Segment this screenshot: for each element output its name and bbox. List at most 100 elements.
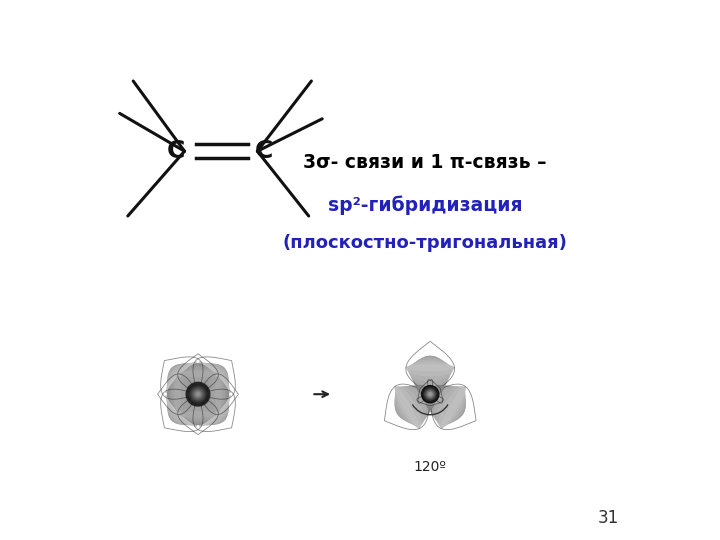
Ellipse shape (186, 390, 202, 398)
Ellipse shape (187, 390, 202, 406)
Ellipse shape (191, 387, 217, 413)
Ellipse shape (167, 363, 197, 394)
Ellipse shape (191, 371, 205, 401)
Ellipse shape (190, 386, 225, 421)
Ellipse shape (428, 393, 433, 395)
Ellipse shape (426, 386, 443, 398)
Ellipse shape (422, 387, 428, 396)
Ellipse shape (423, 388, 441, 399)
Ellipse shape (197, 391, 199, 395)
Ellipse shape (424, 386, 443, 399)
Ellipse shape (196, 381, 228, 407)
Ellipse shape (429, 389, 431, 402)
Ellipse shape (192, 388, 204, 415)
Ellipse shape (197, 394, 229, 425)
Ellipse shape (181, 368, 215, 384)
Ellipse shape (168, 364, 203, 399)
Circle shape (427, 391, 433, 397)
Ellipse shape (197, 394, 199, 395)
Ellipse shape (199, 363, 229, 394)
Ellipse shape (192, 378, 215, 401)
Text: C: C (167, 139, 186, 163)
Ellipse shape (417, 386, 437, 399)
Ellipse shape (177, 388, 204, 401)
Ellipse shape (419, 387, 433, 397)
Ellipse shape (422, 369, 438, 401)
Ellipse shape (410, 389, 436, 408)
Ellipse shape (418, 386, 434, 397)
Ellipse shape (428, 386, 465, 421)
Ellipse shape (192, 387, 221, 401)
Ellipse shape (426, 392, 435, 407)
Ellipse shape (191, 387, 227, 423)
Circle shape (189, 385, 207, 403)
Ellipse shape (427, 386, 433, 409)
Ellipse shape (423, 386, 444, 399)
Ellipse shape (192, 388, 215, 410)
Ellipse shape (180, 372, 216, 376)
Ellipse shape (420, 387, 431, 396)
Ellipse shape (212, 377, 222, 411)
Ellipse shape (197, 394, 199, 395)
Ellipse shape (184, 389, 204, 408)
Ellipse shape (192, 389, 212, 408)
Ellipse shape (184, 365, 212, 391)
Ellipse shape (196, 393, 228, 424)
Ellipse shape (192, 376, 204, 400)
Ellipse shape (190, 369, 206, 401)
Ellipse shape (423, 390, 435, 397)
Ellipse shape (190, 373, 219, 402)
Circle shape (195, 391, 201, 397)
Ellipse shape (184, 397, 212, 423)
Ellipse shape (167, 395, 197, 426)
Ellipse shape (194, 382, 202, 399)
Ellipse shape (190, 387, 206, 420)
Ellipse shape (423, 392, 433, 399)
Ellipse shape (426, 392, 433, 396)
Ellipse shape (168, 364, 204, 400)
Ellipse shape (423, 386, 444, 399)
Ellipse shape (192, 389, 216, 400)
Ellipse shape (428, 393, 431, 395)
Ellipse shape (192, 388, 200, 396)
Ellipse shape (192, 380, 212, 400)
Ellipse shape (175, 386, 206, 417)
Ellipse shape (194, 382, 228, 406)
Ellipse shape (181, 408, 215, 419)
Circle shape (428, 393, 432, 396)
Ellipse shape (189, 392, 201, 397)
Ellipse shape (395, 386, 433, 421)
Text: 31: 31 (598, 509, 619, 528)
Ellipse shape (426, 391, 436, 396)
Ellipse shape (194, 364, 228, 397)
Ellipse shape (426, 390, 444, 403)
Ellipse shape (429, 390, 431, 396)
Circle shape (423, 387, 438, 401)
Ellipse shape (195, 392, 207, 397)
Ellipse shape (196, 388, 200, 396)
Ellipse shape (426, 393, 431, 396)
Ellipse shape (208, 378, 225, 410)
Ellipse shape (420, 366, 440, 402)
Ellipse shape (430, 394, 431, 395)
Ellipse shape (181, 388, 204, 410)
Ellipse shape (426, 379, 435, 399)
Ellipse shape (193, 383, 228, 405)
Ellipse shape (418, 386, 436, 399)
Ellipse shape (196, 364, 228, 396)
Ellipse shape (189, 367, 207, 401)
Circle shape (422, 386, 439, 403)
Ellipse shape (169, 387, 205, 423)
Ellipse shape (194, 383, 209, 399)
Ellipse shape (430, 386, 465, 422)
Ellipse shape (194, 379, 202, 399)
Ellipse shape (191, 366, 227, 401)
Ellipse shape (177, 373, 206, 402)
Ellipse shape (196, 393, 204, 396)
Ellipse shape (183, 401, 213, 422)
Ellipse shape (427, 383, 433, 397)
Ellipse shape (174, 377, 184, 411)
Ellipse shape (191, 375, 217, 401)
Ellipse shape (197, 393, 202, 395)
Ellipse shape (193, 390, 213, 399)
